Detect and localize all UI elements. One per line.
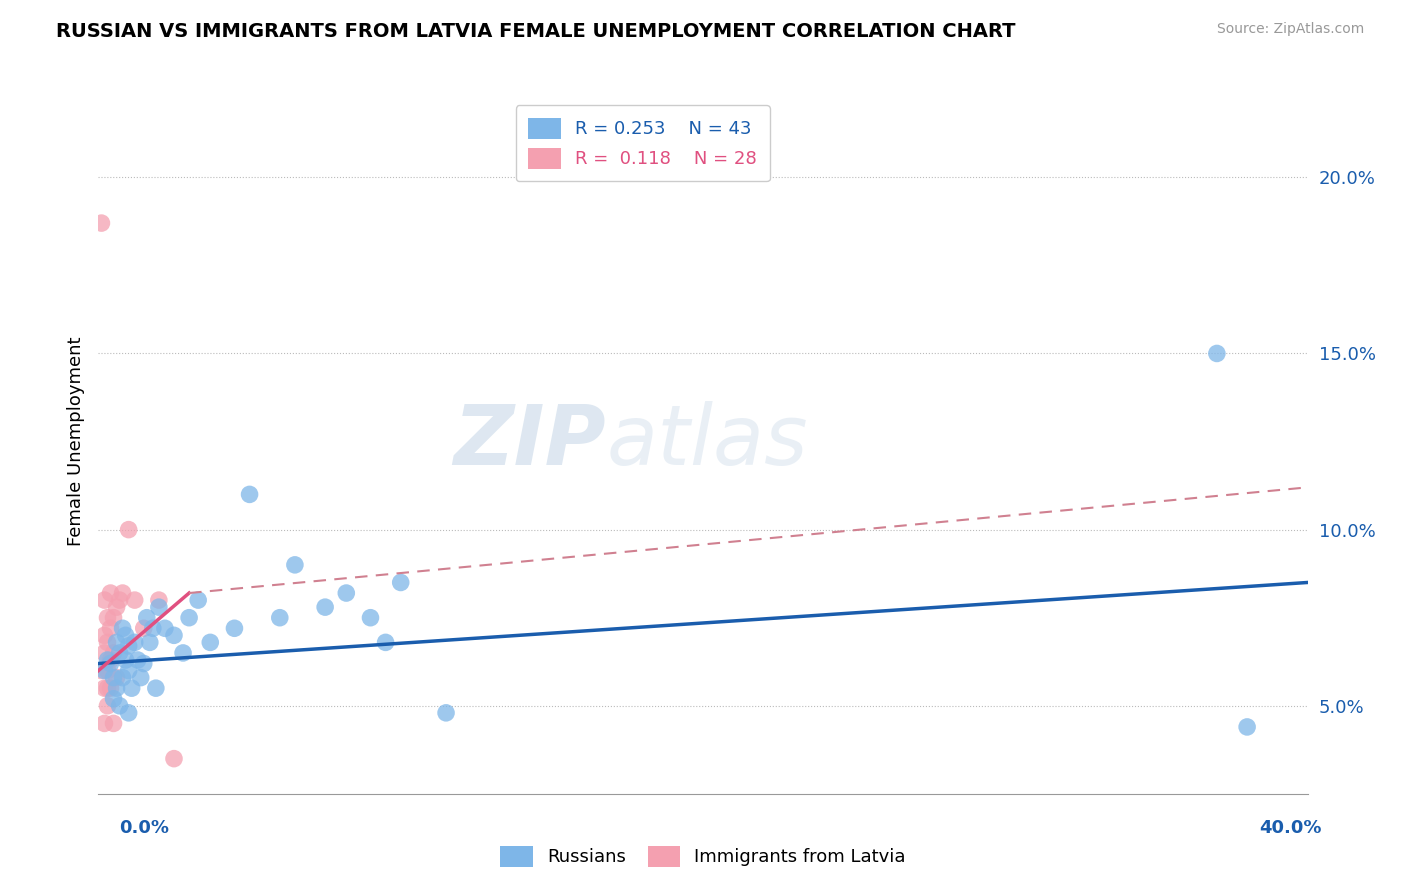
Russians xyxy=(139,635,162,649)
Russians xyxy=(135,610,157,624)
Russians xyxy=(1236,720,1258,734)
Russians xyxy=(1206,346,1229,360)
Immigrants from Latvia xyxy=(96,635,118,649)
Russians xyxy=(179,610,201,624)
Text: RUSSIAN VS IMMIGRANTS FROM LATVIA FEMALE UNEMPLOYMENT CORRELATION CHART: RUSSIAN VS IMMIGRANTS FROM LATVIA FEMALE… xyxy=(56,22,1015,41)
Russians xyxy=(111,621,134,635)
Russians xyxy=(100,657,122,671)
Russians xyxy=(163,628,186,642)
Immigrants from Latvia xyxy=(100,653,122,667)
Legend: R = 0.253    N = 43, R =  0.118    N = 28: R = 0.253 N = 43, R = 0.118 N = 28 xyxy=(516,105,769,181)
Immigrants from Latvia xyxy=(96,698,118,713)
Immigrants from Latvia xyxy=(163,751,186,765)
Russians xyxy=(114,653,136,667)
Russians xyxy=(93,664,115,678)
Text: 0.0%: 0.0% xyxy=(120,819,170,837)
Text: 40.0%: 40.0% xyxy=(1260,819,1322,837)
Russians xyxy=(118,664,141,678)
Immigrants from Latvia xyxy=(100,621,122,635)
Immigrants from Latvia xyxy=(90,664,112,678)
Immigrants from Latvia xyxy=(93,593,115,607)
Immigrants from Latvia xyxy=(93,681,115,696)
Text: atlas: atlas xyxy=(606,401,808,482)
Immigrants from Latvia xyxy=(93,716,115,731)
Russians xyxy=(360,610,382,624)
Russians xyxy=(114,628,136,642)
Immigrants from Latvia xyxy=(96,610,118,624)
Russians xyxy=(145,681,167,696)
Immigrants from Latvia xyxy=(148,593,170,607)
Russians xyxy=(129,671,152,685)
Immigrants from Latvia xyxy=(118,523,141,537)
Russians xyxy=(103,671,125,685)
Immigrants from Latvia xyxy=(96,664,118,678)
Russians xyxy=(103,691,125,706)
Immigrants from Latvia xyxy=(100,681,122,696)
Immigrants from Latvia xyxy=(124,593,146,607)
Russians xyxy=(96,653,118,667)
Russians xyxy=(118,639,141,653)
Immigrants from Latvia xyxy=(108,593,131,607)
Russians xyxy=(142,621,165,635)
Russians xyxy=(389,575,412,590)
Russians xyxy=(132,657,155,671)
Russians xyxy=(239,487,262,501)
Immigrants from Latvia xyxy=(105,600,128,615)
Russians xyxy=(335,586,357,600)
Russians xyxy=(374,635,396,649)
Immigrants from Latvia xyxy=(103,646,125,660)
Russians xyxy=(124,635,146,649)
Immigrants from Latvia xyxy=(93,646,115,660)
Russians xyxy=(269,610,291,624)
Immigrants from Latvia xyxy=(103,716,125,731)
Russians xyxy=(284,558,307,572)
Text: Source: ZipAtlas.com: Source: ZipAtlas.com xyxy=(1216,22,1364,37)
Russians xyxy=(224,621,246,635)
Immigrants from Latvia xyxy=(90,216,112,230)
Russians xyxy=(153,621,176,635)
Y-axis label: Female Unemployment: Female Unemployment xyxy=(66,337,84,546)
Russians xyxy=(187,593,209,607)
Immigrants from Latvia xyxy=(111,586,134,600)
Russians xyxy=(105,635,128,649)
Russians xyxy=(111,671,134,685)
Russians xyxy=(148,600,170,615)
Legend: Russians, Immigrants from Latvia: Russians, Immigrants from Latvia xyxy=(494,838,912,874)
Immigrants from Latvia xyxy=(132,621,155,635)
Russians xyxy=(314,600,336,615)
Immigrants from Latvia xyxy=(105,671,128,685)
Immigrants from Latvia xyxy=(93,628,115,642)
Russians xyxy=(200,635,222,649)
Russians xyxy=(434,706,457,720)
Russians xyxy=(127,653,149,667)
Immigrants from Latvia xyxy=(103,610,125,624)
Immigrants from Latvia xyxy=(100,586,122,600)
Russians xyxy=(108,646,131,660)
Russians xyxy=(118,706,141,720)
Text: ZIP: ZIP xyxy=(454,401,606,482)
Russians xyxy=(108,698,131,713)
Russians xyxy=(172,646,194,660)
Immigrants from Latvia xyxy=(96,681,118,696)
Russians xyxy=(105,681,128,696)
Russians xyxy=(121,681,143,696)
